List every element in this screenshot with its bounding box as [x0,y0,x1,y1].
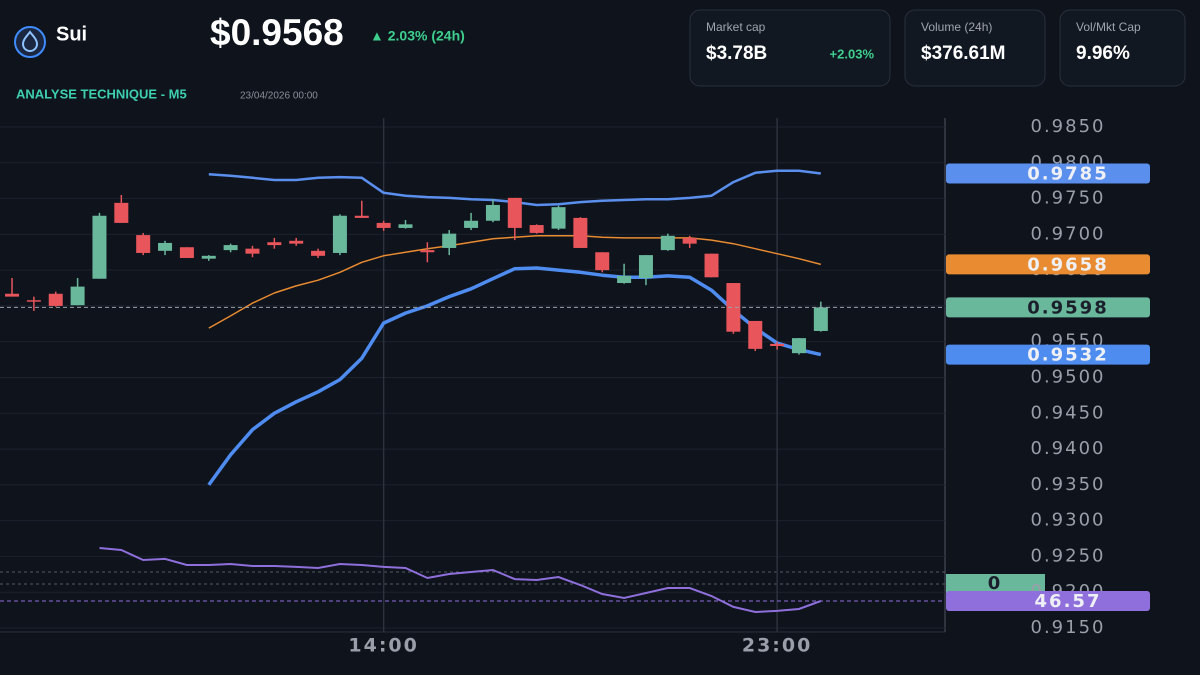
candle-body [376,222,391,228]
candle-body [420,250,435,253]
coin-name: Sui [56,23,87,45]
y-tick-label: 0.9350 [1031,474,1106,495]
section-title: ANALYSE TECHNIQUE - M5 [16,86,187,101]
candle-body [289,240,304,244]
rsi-line [99,547,822,614]
candle-body [617,275,632,284]
price-badge [946,591,1150,612]
stat-change: +2.03% [830,46,875,61]
candle-body [638,255,653,279]
stat-value: 9.96% [1076,43,1130,64]
candle-body [442,233,457,248]
price-badge-label: 0.9785 [1027,164,1108,185]
x-tick-label: 23:00 [742,635,812,657]
candle-body [201,255,216,259]
candle-body [398,224,413,228]
stat-card [689,9,891,87]
candle-body [660,235,675,251]
candle-body [770,343,785,347]
candle-body [813,307,828,331]
stat-value: $376.61M [921,43,1006,64]
candle-body [311,250,326,256]
candle-body [136,235,151,253]
y-tick-label: 0.9150 [1031,617,1106,638]
candle-body [48,293,63,306]
candle-body [158,242,173,251]
y-tick-label: 0.9850 [1031,116,1106,137]
price-badge [946,297,1150,318]
price-badge [946,163,1150,184]
price-badge [946,254,1150,275]
y-tick-label: 0.9300 [1031,510,1106,531]
candle-body [464,220,479,228]
candle-body [551,207,566,229]
candle-body [245,248,260,254]
price-badge-label: 0.9532 [1027,345,1108,366]
y-tick-label: 0.9450 [1031,402,1106,423]
stat-label: Market cap [706,20,766,34]
candle-body [92,215,107,279]
price-badge-label: 46.57 [1035,591,1102,612]
y-tick-label: 0.9750 [1031,188,1106,209]
logo [14,26,46,58]
y-tick-label: 0.9500 [1031,367,1106,388]
x-tick-label: 14:00 [348,635,418,657]
candle-body [179,247,194,258]
candle-body [70,286,85,306]
y-tick-label: 0.9400 [1031,438,1106,459]
candle-body [573,217,588,248]
candle-body [682,237,697,244]
stat-label: Volume (24h) [921,20,992,34]
stat-card [904,9,1046,87]
candle-body [114,202,129,223]
band-line [207,266,822,486]
price-change: ▲ 2.03% (24h) [370,28,465,44]
price-badge-label: 0.9658 [1027,254,1108,275]
candle-body [529,225,544,233]
candle-body [726,283,741,332]
stat-card [1059,9,1186,87]
candle-body [507,197,522,228]
volume-badge: 0 [988,573,1003,594]
candle-body [748,320,763,349]
price: $0.9568 [210,12,344,53]
stat-label: Vol/Mkt Cap [1076,20,1141,34]
candle-body [5,293,20,297]
stat-value: $3.78B [706,43,767,64]
y-tick-label: 0.9250 [1031,545,1106,566]
candle-body [704,253,719,278]
candle-body [595,252,610,271]
logo-drop [21,30,39,52]
candle-body [354,215,369,218]
candle-body [332,215,347,253]
price-badge [946,344,1150,365]
section-date: 23/04/2026 00:00 [240,91,318,102]
candle-body [223,245,238,251]
candle-body [485,205,500,221]
candle-body [26,300,41,302]
candle-body [267,242,282,246]
candle-body [791,338,806,354]
y-tick-label: 0.9700 [1031,223,1106,244]
price-badge-label: 0.9598 [1027,297,1108,318]
volume-badge-bg [946,574,1045,593]
